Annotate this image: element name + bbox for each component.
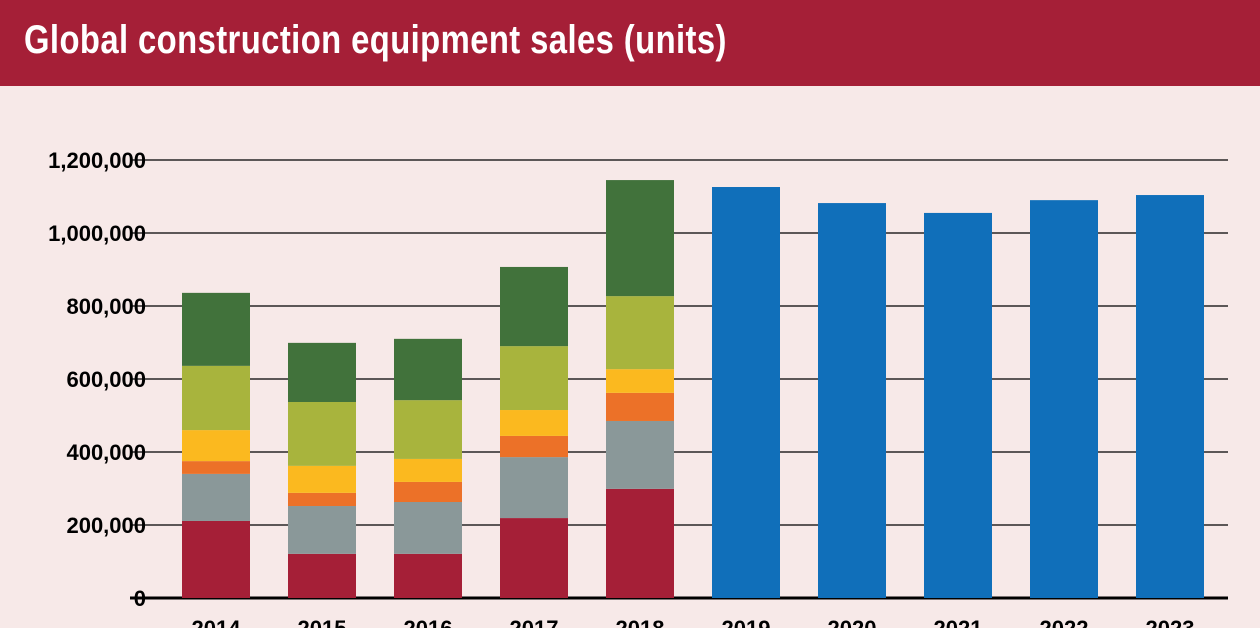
bar-segment-2016-series-4 [394,400,462,459]
bar-segment-2014-series-0 [182,520,250,598]
bar-segment-2017-series-4 [500,346,568,411]
x-tick-label: 2022 [1040,616,1089,628]
x-tick-label: 2018 [616,616,665,628]
chart-title: Global construction equipment sales (uni… [24,18,727,62]
bar-segment-2021-series-6 [924,212,992,599]
x-tick-label: 2016 [404,616,453,628]
bar-segment-2015-series-1 [288,506,356,554]
bar-segment-2017-series-5 [500,266,568,347]
bar-segment-2014-series-2 [182,461,250,474]
x-tick-label: 2023 [1146,616,1195,628]
y-tick-label: 400,000 [66,440,146,465]
bar-segment-2018-series-0 [606,488,674,598]
y-tick-label: 800,000 [66,294,146,319]
bar-segment-2017-series-1 [500,457,568,519]
bar-segment-2023-series-6 [1136,195,1204,599]
bar-segment-2014-series-1 [182,473,250,521]
x-tick-label: 2015 [298,616,347,628]
bar-segment-2017-series-3 [500,410,568,436]
bar-segment-2020-series-6 [818,203,886,598]
x-tick-label: 2014 [192,616,242,628]
bar-segment-2016-series-5 [394,338,462,401]
bar-segment-2015-series-4 [288,401,356,466]
y-tick-label: 600,000 [66,367,146,392]
bar-segment-2018-series-5 [606,180,674,297]
y-tick-label: 0 [134,586,146,611]
bar-segment-2015-series-3 [288,465,356,493]
bar-segment-2018-series-4 [606,296,674,370]
y-tick-label: 1,200,000 [48,148,146,173]
bar-segment-2016-series-3 [394,458,462,482]
bar-segment-2019-series-6 [712,187,780,598]
y-tick-label: 1,000,000 [48,221,146,246]
bar-segment-2016-series-1 [394,502,462,554]
bar-segment-2017-series-2 [500,435,568,458]
title-bar: Global construction equipment sales (uni… [0,0,1260,86]
bar-segment-2018-series-1 [606,420,674,489]
x-tick-label: 2021 [934,616,983,628]
y-tick-label: 200,000 [66,513,146,538]
bar-segment-2014-series-5 [182,292,250,366]
bar-segment-2018-series-2 [606,392,674,421]
x-tick-label: 2019 [722,616,771,628]
bar-segment-2016-series-0 [394,553,462,598]
bar-segment-2018-series-3 [606,369,674,393]
bar-segment-2015-series-5 [288,342,356,402]
bar-segment-2014-series-4 [182,365,250,431]
bar-segment-2014-series-3 [182,430,250,462]
bar-segment-2015-series-2 [288,492,356,507]
x-tick-label: 2020 [828,616,877,628]
bar-segment-2015-series-0 [288,553,356,598]
x-tick-label: 2017 [510,616,559,628]
bar-segment-2022-series-6 [1030,200,1098,598]
bar-segment-2016-series-2 [394,481,462,503]
bar-segment-2017-series-0 [500,518,568,598]
